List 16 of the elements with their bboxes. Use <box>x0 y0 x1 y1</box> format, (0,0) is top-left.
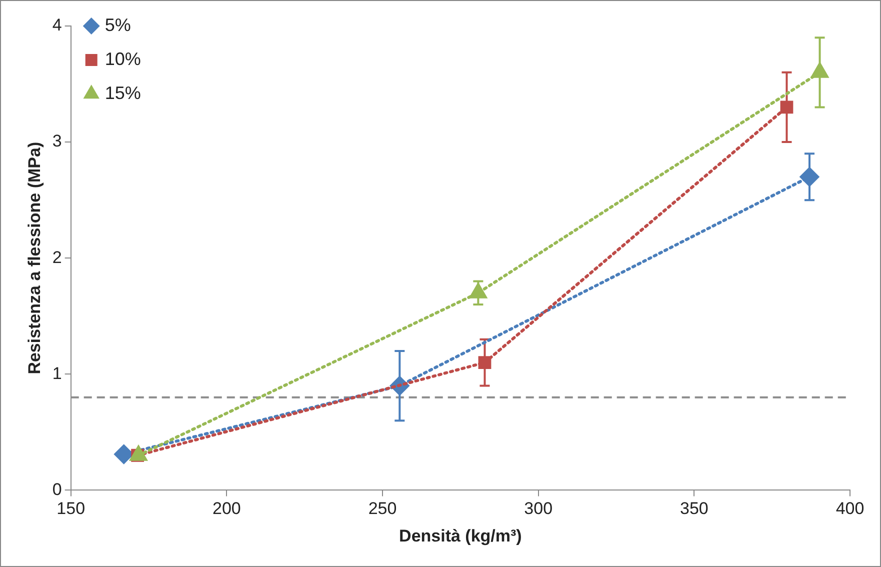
y-tick-label: 4 <box>52 16 62 35</box>
legend-label: 10% <box>104 48 141 69</box>
x-tick-label: 300 <box>524 499 553 518</box>
y-tick-label: 2 <box>52 248 62 267</box>
y-axis-title: Resistenza a flessione (MPa) <box>24 142 44 374</box>
y-tick-label: 0 <box>52 480 62 499</box>
legend-label: 5% <box>104 14 131 35</box>
x-tick-label: 200 <box>212 499 241 518</box>
x-tick-label: 350 <box>680 499 708 518</box>
x-axis-title: Densità (kg/m³) <box>399 526 522 546</box>
x-tick-label: 400 <box>836 499 864 518</box>
legend-label: 15% <box>104 82 141 103</box>
x-tick-label: 150 <box>56 499 86 518</box>
y-tick-label: 3 <box>52 132 62 151</box>
y-tick-label: 1 <box>52 364 62 383</box>
x-tick-label: 250 <box>368 499 397 518</box>
